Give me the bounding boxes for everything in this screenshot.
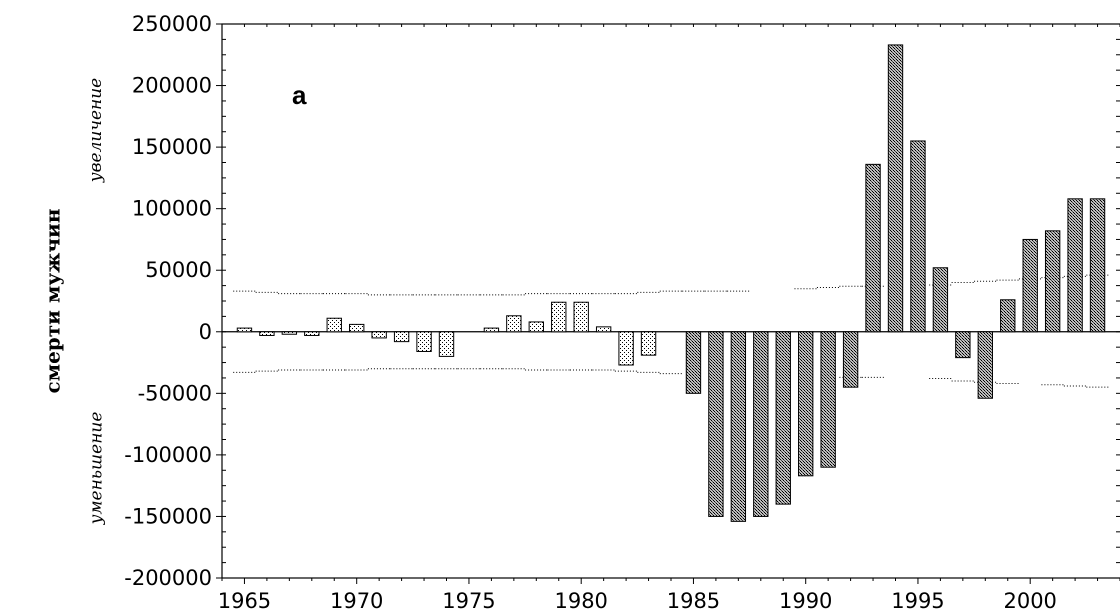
y-tick-label: 50000 (145, 258, 212, 282)
bar (977, 331, 993, 399)
plot-frame (221, 23, 1120, 579)
bar (1089, 198, 1106, 333)
bar (304, 331, 320, 336)
bar (595, 326, 612, 333)
bar (753, 331, 769, 517)
bar (887, 44, 904, 333)
y-axis-label-decrease: уменьшение (85, 411, 106, 525)
bar (865, 163, 881, 333)
bar (281, 331, 298, 335)
bar (393, 331, 410, 343)
bar (640, 331, 657, 356)
bar (618, 331, 634, 366)
x-tick-label: 1975 (442, 589, 495, 613)
bar (820, 331, 836, 468)
axes: 250000 200000 150000 100000 50000 0 -50000 -100… (124, 12, 1120, 613)
threshold-lines (233, 274, 1109, 388)
panel-label: a (292, 80, 307, 110)
bar (349, 323, 365, 333)
bar (438, 331, 455, 357)
bar (955, 331, 971, 359)
x-tick-label: 1970 (330, 589, 383, 613)
y-axis-title: смерти мужчин (39, 208, 64, 394)
bar (528, 321, 544, 333)
y-axis-label-increase: увеличение (86, 77, 107, 183)
y-tick-label: 150000 (132, 135, 212, 159)
bar (483, 327, 500, 333)
x-tick-label: 1980 (554, 589, 607, 613)
y-tick-label: -100000 (124, 443, 212, 467)
bar (1022, 238, 1038, 333)
bar (573, 301, 589, 333)
plot-border (221, 23, 1120, 579)
bar (798, 331, 814, 477)
bars (236, 44, 1106, 522)
bar (1044, 230, 1061, 333)
y-tick-label: -200000 (124, 566, 212, 590)
bar (236, 327, 253, 333)
x-tick-label: 1990 (779, 589, 832, 613)
bar (775, 331, 791, 505)
bar (1067, 198, 1083, 333)
bar (551, 301, 567, 333)
y-tick-label: 200000 (132, 74, 212, 98)
y-tick-label: 250000 (132, 12, 212, 36)
bar (932, 267, 949, 333)
y-tick-label: -50000 (138, 381, 212, 405)
bar (371, 331, 387, 339)
bar (708, 331, 724, 517)
bar (685, 331, 702, 394)
bar (259, 331, 275, 336)
y-tick-label: 0 (199, 320, 212, 344)
x-tick-label: 1995 (891, 589, 944, 613)
bar (910, 140, 926, 333)
bar (842, 331, 859, 388)
bar (326, 317, 342, 333)
bar (506, 315, 522, 333)
x-tick-label: 1965 (218, 589, 271, 613)
y-tick-label: -150000 (124, 504, 212, 528)
x-tick-label: 1985 (667, 589, 720, 613)
bar (730, 331, 747, 522)
x-tick-label: 2000 (1003, 589, 1056, 613)
bar (416, 331, 432, 352)
bar (1000, 299, 1016, 333)
y-tick-label: 100000 (132, 197, 212, 221)
